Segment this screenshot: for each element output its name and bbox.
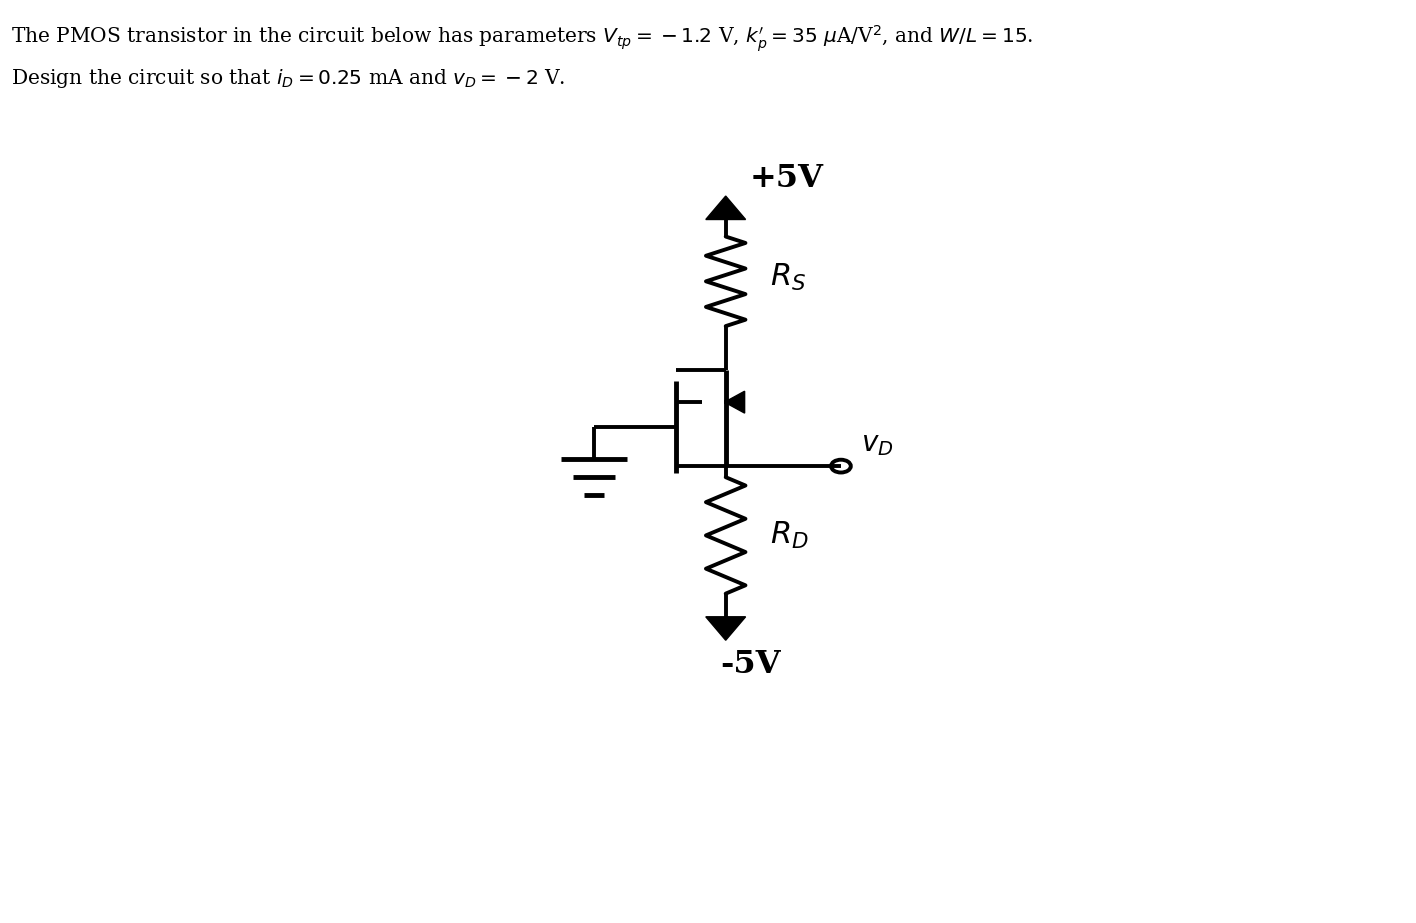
Text: $R_S$: $R_S$	[770, 262, 806, 294]
Text: The PMOS transistor in the circuit below has parameters $V_{tp} = -1.2$ V, $k_p^: The PMOS transistor in the circuit below…	[11, 23, 1034, 54]
Text: $R_D$: $R_D$	[770, 520, 809, 551]
Polygon shape	[705, 617, 746, 641]
Text: -5V: -5V	[721, 649, 780, 679]
Polygon shape	[705, 196, 746, 220]
Text: +5V: +5V	[750, 163, 824, 194]
Text: $v_D$: $v_D$	[861, 431, 893, 458]
Polygon shape	[725, 391, 745, 414]
Text: Design the circuit so that $i_D = 0.25$ mA and $v_D = -2$ V.: Design the circuit so that $i_D = 0.25$ …	[11, 67, 565, 90]
